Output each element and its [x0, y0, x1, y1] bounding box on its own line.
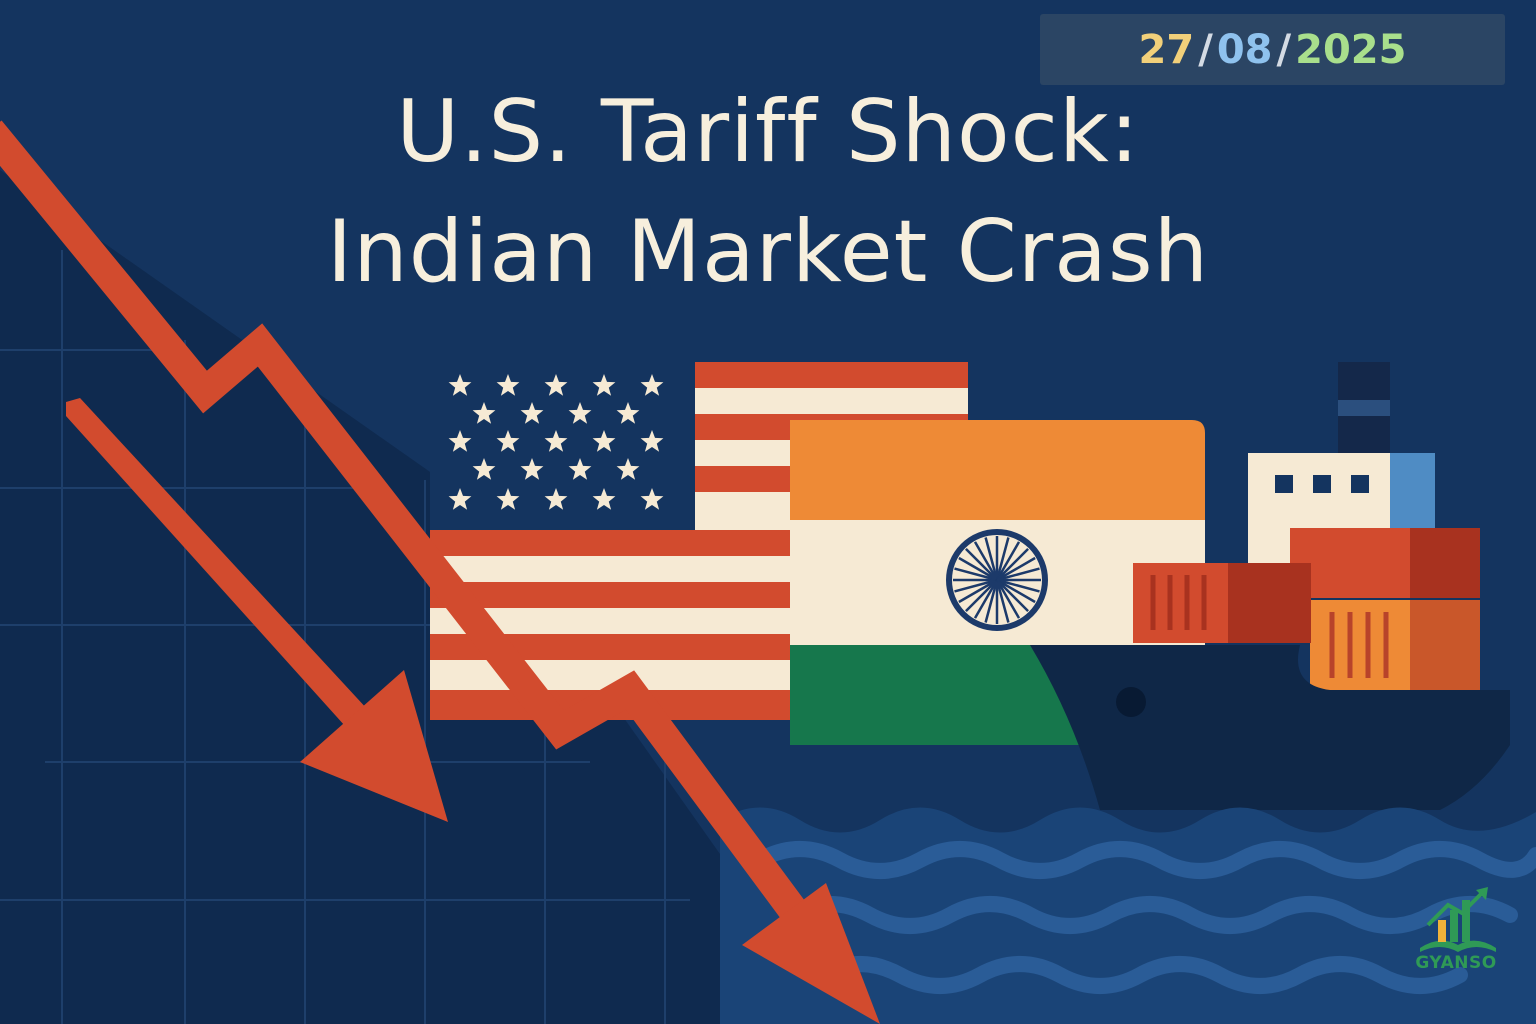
flag-star-icon: [568, 458, 592, 480]
date-month: 08: [1216, 26, 1273, 73]
chakra-spoke: [954, 567, 998, 582]
flag-star-icon: [496, 430, 520, 452]
date-badge: 27/08/2025: [1040, 14, 1505, 85]
chakra-spoke: [995, 579, 1010, 623]
chakra-spoke: [973, 579, 999, 619]
flag-star-icon: [544, 374, 568, 396]
flag-star-icon: [472, 458, 496, 480]
shipping-containers: [1133, 528, 1480, 690]
ashoka-chakra-icon: [946, 529, 1048, 631]
chakra-spoke: [996, 579, 1029, 612]
date-separator: /: [1276, 26, 1292, 73]
chakra-spoke: [996, 567, 1040, 582]
date-day: 27: [1138, 26, 1195, 73]
headline-line-1: U.S. Tariff Shock:: [396, 82, 1140, 182]
gyanso-logo-icon: [1420, 887, 1496, 952]
chakra-spoke: [973, 541, 999, 581]
chakra-spoke: [996, 556, 1036, 582]
downward-red-arrow: [0, 120, 880, 1024]
chakra-spoke: [958, 556, 998, 582]
flag-star-icon: [592, 430, 616, 452]
secondary-red-arrow: [66, 398, 448, 822]
chakra-spoke: [984, 537, 999, 581]
chakra-spoke: [984, 579, 999, 623]
flag-star-icon: [544, 430, 568, 452]
india-flag: [790, 420, 1205, 745]
flag-star-icon: [544, 488, 568, 510]
chakra-spoke: [954, 578, 998, 593]
flag-star-icon: [448, 374, 472, 396]
flag-star-icon: [520, 402, 544, 424]
chakra-spoke: [965, 548, 998, 581]
flag-star-icon: [616, 458, 640, 480]
brand-logo-text: GYANSO: [1415, 953, 1497, 973]
flag-star-icon: [496, 374, 520, 396]
flag-star-icon: [520, 458, 544, 480]
flag-star-icon: [640, 488, 664, 510]
flag-star-icon: [448, 430, 472, 452]
flag-star-icon: [640, 374, 664, 396]
chakra-spoke: [995, 579, 1021, 619]
chakra-spoke: [996, 578, 1040, 593]
flag-star-icon: [592, 488, 616, 510]
flag-star-icon: [616, 402, 640, 424]
flag-star-icon: [448, 488, 472, 510]
flag-star-icon: [568, 402, 592, 424]
chakra-spoke: [996, 578, 1036, 604]
chakra-spoke: [996, 548, 1029, 581]
flag-star-icon: [496, 488, 520, 510]
flag-star-icon: [472, 402, 496, 424]
chakra-spoke: [995, 541, 1021, 581]
date-separator: /: [1198, 26, 1213, 73]
chakra-spoke: [995, 537, 1010, 581]
date-year: 2025: [1295, 26, 1407, 73]
flag-star-icon: [640, 430, 664, 452]
ocean-waves: [720, 807, 1536, 1024]
flag-star-icon: [592, 374, 616, 396]
chakra-spoke: [965, 579, 998, 612]
cargo-ship: [1030, 362, 1510, 810]
chakra-spoke: [958, 578, 998, 604]
headline-line-2: Indian Market Crash: [326, 202, 1210, 302]
